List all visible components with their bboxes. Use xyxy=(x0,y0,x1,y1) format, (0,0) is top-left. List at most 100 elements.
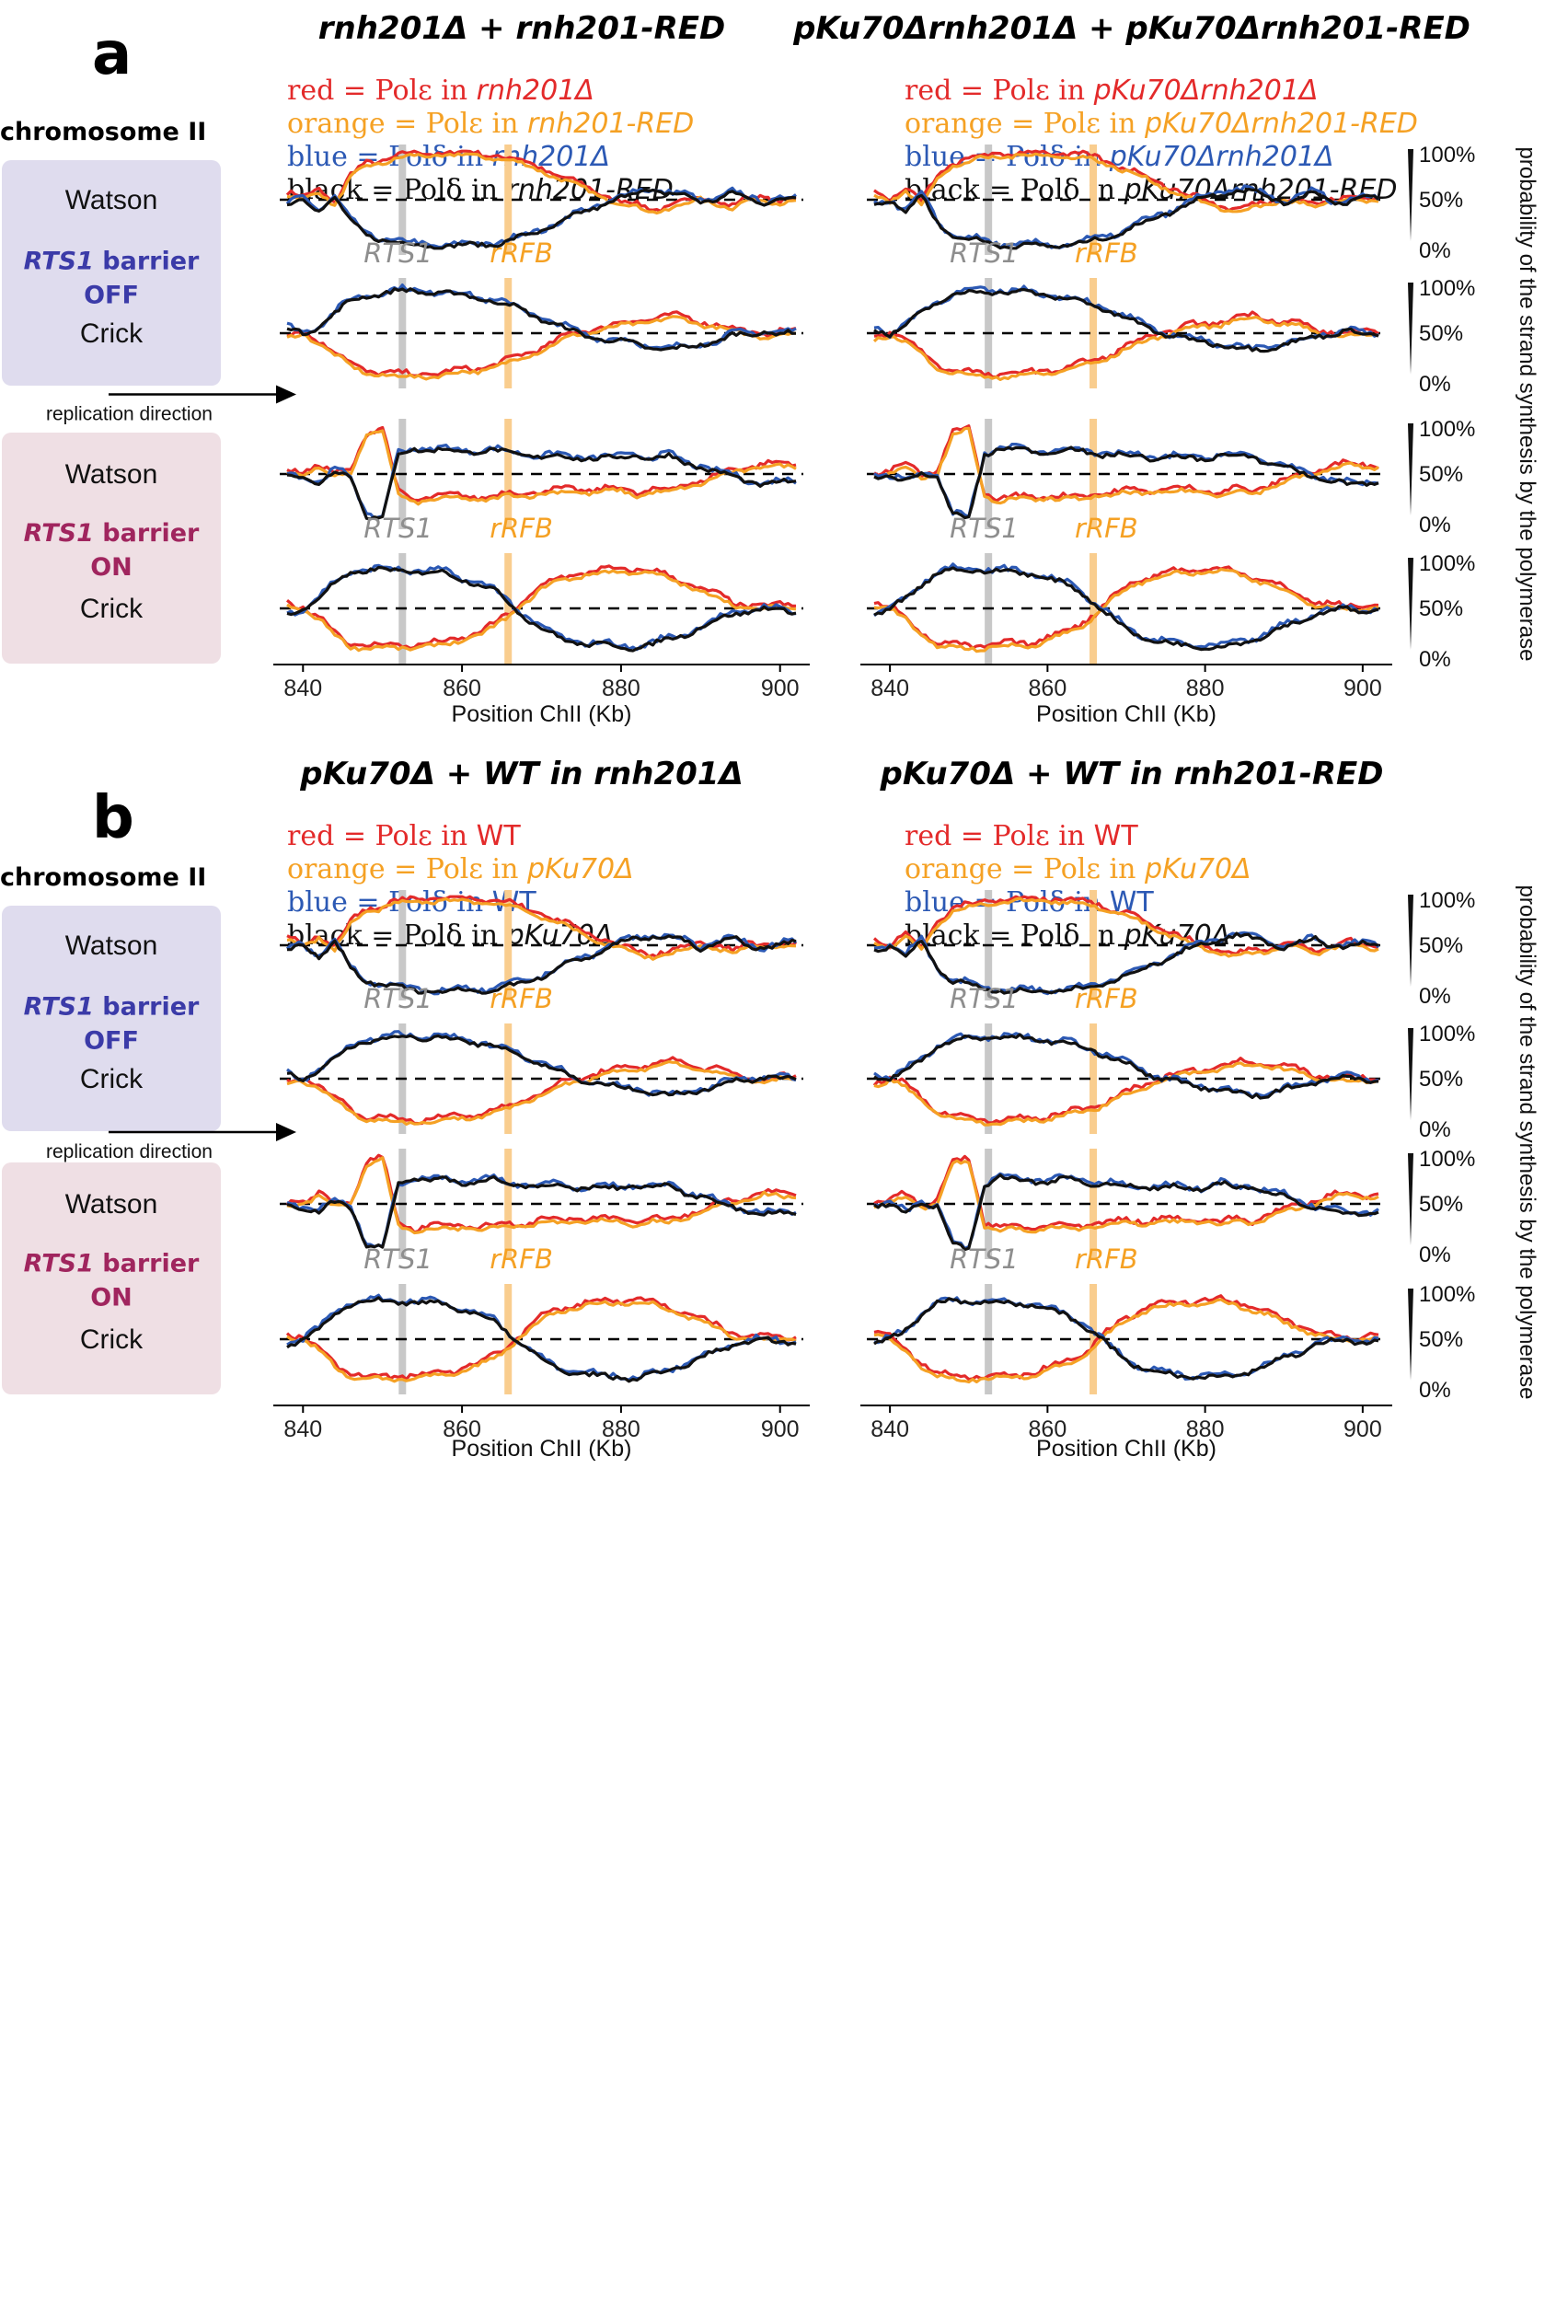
marker-band-rrfb xyxy=(1090,1149,1098,1259)
plot-crick-off: RTS1 rRFB 100% 50% 0% xyxy=(280,237,1475,397)
plot-watson-off: 100% 50% 0% xyxy=(280,888,1475,1009)
column-title: pKu70Δrnh201Δ + pKu70Δrnh201-RED xyxy=(792,10,1470,47)
x-tick-label-900: 900 xyxy=(761,1416,800,1442)
panel-letter: b xyxy=(92,784,134,852)
legend-orange: orange = Polε in pKu70Δ xyxy=(287,853,634,885)
scale-wedge xyxy=(1408,558,1413,650)
barrier-off-label: RTS1 barrier xyxy=(24,993,200,1022)
pct-100: 100% xyxy=(1419,1022,1475,1046)
pct-0: 0% xyxy=(1419,647,1451,672)
x-tick-label-840: 840 xyxy=(870,1416,909,1442)
series-black xyxy=(873,187,1380,250)
marker-label-rrfb: rRFB xyxy=(490,983,553,1014)
marker-band-rrfb xyxy=(1090,1023,1098,1134)
legend-blue: blue = Polδ in rnh201Δ xyxy=(287,141,610,173)
series-red xyxy=(873,1154,1379,1231)
plot-crick-off: RTS1 rRFB 100% 50% 0% xyxy=(280,983,1475,1142)
plot-watson-on: 100% 50% 0% xyxy=(280,1147,1475,1267)
plot-crick-on: RTS1 rRFB xyxy=(867,513,1386,664)
legend-blue: blue = Polδ in pKu70Δrnh201Δ xyxy=(905,141,1334,173)
y-axis-label: probability of the strand synthesis by t… xyxy=(1515,885,1539,1400)
series-red xyxy=(286,1056,797,1126)
pct-50: 50% xyxy=(1419,596,1463,621)
legend-red: red = Polε in rnh201Δ xyxy=(287,75,594,107)
marker-label-rts1: RTS1 xyxy=(950,237,1019,269)
strand-label-watson: Watson xyxy=(65,459,158,490)
barrier-off-box xyxy=(2,160,221,386)
chromosome-label: chromosome II xyxy=(0,118,206,146)
series-orange xyxy=(286,1156,797,1235)
replication-direction-label: replication direction xyxy=(46,404,213,425)
marker-label-rrfb: rRFB xyxy=(490,513,553,544)
series-orange xyxy=(286,1059,797,1127)
pct-50: 50% xyxy=(1419,1192,1463,1217)
series-red xyxy=(872,1056,1379,1125)
pct-100: 100% xyxy=(1419,276,1475,301)
series-red xyxy=(285,564,797,651)
series-red xyxy=(873,310,1379,379)
marker-band-rrfb xyxy=(504,278,513,388)
marker-label-rts1: RTS1 xyxy=(950,1243,1019,1275)
marker-band-rrfb xyxy=(504,1149,513,1259)
series-orange xyxy=(873,567,1379,653)
series-black xyxy=(286,565,797,653)
series-orange xyxy=(286,1300,797,1383)
series-orange xyxy=(286,569,797,653)
series-orange xyxy=(873,1061,1379,1127)
plot-crick-on: RTS1 rRFB 100% 50% 0% xyxy=(280,1243,1475,1403)
pct-0: 0% xyxy=(1419,1243,1451,1267)
series-orange xyxy=(873,1298,1379,1384)
series-orange xyxy=(873,426,1379,505)
series-black xyxy=(286,446,797,521)
series-blue xyxy=(872,562,1379,649)
series-black xyxy=(873,288,1379,353)
series-red xyxy=(873,424,1379,503)
y-axis-label: probability of the strand synthesis by t… xyxy=(1515,147,1539,662)
column-title: pKu70Δ + WT in rnh201-RED xyxy=(880,756,1384,792)
series-blue xyxy=(873,1032,1379,1099)
column-b-2: pKu70Δ + WT in rnh201-RED red = Polε in W… xyxy=(860,756,1392,1462)
x-axis-label: Position ChII (Kb) xyxy=(1036,701,1216,727)
strand-label-crick: Crick xyxy=(80,1324,144,1355)
marker-band-rrfb xyxy=(1090,890,1098,1000)
pct-50: 50% xyxy=(1419,188,1463,213)
series-orange xyxy=(286,429,797,506)
x-tick-label-840: 840 xyxy=(283,1416,322,1442)
x-axis-label: Position ChII (Kb) xyxy=(452,1436,632,1462)
series-blue xyxy=(286,1293,797,1382)
marker-label-rrfb: rRFB xyxy=(490,237,553,269)
marker-label-rrfb: rRFB xyxy=(1075,983,1138,1014)
marker-label-rts1: RTS1 xyxy=(363,1243,432,1275)
column-a-1: rnh201Δ + rnh201-RED red = Polε in rnh201… xyxy=(273,10,1475,727)
column-a-2: pKu70Δrnh201Δ + pKu70Δrnh201-RED red = Po… xyxy=(792,10,1470,727)
replication-direction-label: replication direction xyxy=(46,1141,213,1162)
x-tick-label-860: 860 xyxy=(1029,676,1067,701)
pct-100: 100% xyxy=(1419,1147,1475,1172)
marker-band-rrfb xyxy=(504,1284,513,1394)
x-tick-label-900: 900 xyxy=(1343,676,1382,701)
series-black xyxy=(286,1034,797,1097)
plot-watson-off xyxy=(867,145,1386,255)
marker-band-rrfb xyxy=(504,145,513,255)
pct-0: 0% xyxy=(1419,372,1451,397)
barrier-off-box xyxy=(2,906,221,1131)
scale-wedge xyxy=(1408,895,1413,987)
scale-wedge xyxy=(1408,1289,1413,1381)
series-black xyxy=(286,1174,797,1249)
series-red xyxy=(286,425,797,503)
marker-label-rrfb: rRFB xyxy=(1075,513,1138,544)
x-tick-label-880: 880 xyxy=(1186,1416,1225,1442)
plot-crick-on: RTS1 rRFB xyxy=(867,1243,1386,1394)
series-black xyxy=(286,1296,797,1383)
series-black xyxy=(873,1297,1379,1381)
marker-band-rrfb xyxy=(504,419,513,529)
column-title: pKu70Δ + WT in rnh201Δ xyxy=(299,756,744,792)
pct-0: 0% xyxy=(1419,238,1451,263)
x-axis-label: Position ChII (Kb) xyxy=(1036,1436,1216,1462)
strand-label-crick: Crick xyxy=(80,318,144,349)
marker-band-rrfb xyxy=(1090,1284,1098,1394)
barrier-on-box xyxy=(2,433,221,664)
pct-0: 0% xyxy=(1419,984,1451,1009)
x-tick-label-880: 880 xyxy=(602,676,640,701)
